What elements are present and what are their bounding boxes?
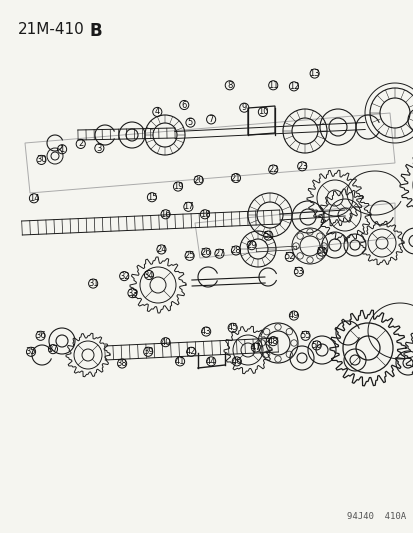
Text: 46: 46	[231, 357, 242, 366]
Text: 20: 20	[193, 176, 204, 184]
Text: 51: 51	[262, 231, 273, 240]
Text: 24: 24	[156, 245, 166, 254]
Text: 18: 18	[199, 210, 210, 219]
Text: 45: 45	[227, 324, 237, 332]
Text: 29: 29	[246, 241, 256, 249]
Text: 44: 44	[205, 357, 216, 366]
Text: 3: 3	[97, 144, 102, 152]
Text: 33: 33	[127, 289, 138, 297]
Text: 10: 10	[257, 108, 268, 116]
Text: 14: 14	[28, 194, 39, 203]
Text: 7: 7	[208, 115, 213, 124]
Text: 94J40  410A: 94J40 410A	[346, 512, 405, 521]
Text: 9: 9	[241, 103, 246, 112]
Text: 23: 23	[296, 162, 307, 171]
Text: 49: 49	[288, 311, 299, 320]
Text: 16: 16	[160, 210, 171, 219]
Text: 8: 8	[227, 81, 232, 90]
Text: 1: 1	[59, 145, 64, 154]
Text: 21M-410: 21M-410	[18, 22, 85, 37]
Text: 53: 53	[293, 268, 304, 276]
Text: 52: 52	[284, 253, 294, 261]
Text: 41: 41	[174, 357, 185, 366]
Text: 35: 35	[26, 348, 36, 356]
Text: 6: 6	[181, 101, 186, 109]
Text: 42: 42	[185, 348, 196, 356]
Text: 37: 37	[47, 345, 58, 353]
Text: 54: 54	[316, 247, 327, 256]
Text: 47: 47	[250, 343, 261, 352]
Text: 50: 50	[311, 341, 321, 350]
Text: 34: 34	[143, 271, 154, 279]
Text: 12: 12	[288, 82, 299, 91]
Text: 39: 39	[142, 348, 153, 356]
Text: 5: 5	[188, 118, 192, 127]
Text: 4: 4	[154, 108, 159, 116]
Text: 36: 36	[35, 332, 46, 340]
Text: 30: 30	[36, 156, 47, 164]
Text: 17: 17	[183, 203, 193, 211]
Text: 26: 26	[200, 248, 211, 257]
Text: 31: 31	[88, 279, 98, 288]
Text: 27: 27	[214, 249, 224, 258]
Text: 43: 43	[200, 327, 211, 336]
Text: B: B	[90, 22, 102, 40]
Text: 38: 38	[116, 359, 127, 368]
Text: 2: 2	[78, 140, 83, 148]
Text: 11: 11	[267, 81, 278, 90]
Text: 21: 21	[230, 174, 241, 182]
Text: 28: 28	[230, 246, 241, 255]
Text: 22: 22	[267, 165, 278, 174]
Text: 32: 32	[119, 272, 129, 280]
Text: 55: 55	[299, 332, 310, 340]
Text: 40: 40	[160, 338, 171, 346]
Text: 25: 25	[184, 252, 195, 260]
Text: 48: 48	[267, 337, 278, 345]
Text: 13: 13	[309, 69, 319, 78]
Text: 15: 15	[146, 193, 157, 201]
Text: 19: 19	[172, 182, 183, 191]
